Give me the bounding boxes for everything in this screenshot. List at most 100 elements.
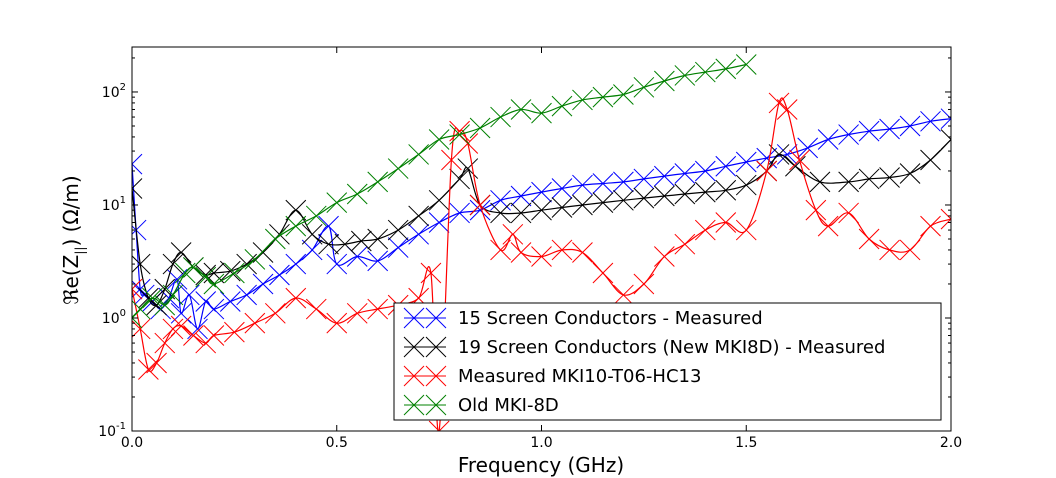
x-tick-label: 0.0: [121, 435, 143, 451]
data-point-marker: [674, 183, 696, 205]
data-point-marker: [531, 199, 552, 221]
data-point-marker: [132, 178, 143, 199]
data-point-marker: [133, 284, 155, 306]
data-point-marker: [531, 102, 552, 124]
data-point-marker: [510, 99, 532, 120]
data-point-marker: [428, 189, 450, 211]
legend-box: [393, 302, 942, 421]
data-point-marker: [219, 291, 241, 312]
data-point-marker: [613, 171, 634, 193]
data-point-marker: [305, 205, 327, 227]
data-point-marker: [428, 420, 450, 431]
data-point-marker: [162, 318, 184, 340]
data-point-marker: [858, 168, 880, 190]
data-point-marker: [694, 160, 716, 182]
legend-marker: [425, 307, 447, 329]
data-point-marker: [694, 219, 716, 241]
data-point-marker: [735, 54, 757, 75]
legend-marker: [403, 307, 425, 329]
data-point-marker: [776, 144, 798, 165]
data-point-marker: [694, 61, 716, 83]
data-point-marker: [809, 171, 831, 193]
data-point-marker: [674, 163, 696, 184]
data-point-marker: [920, 215, 941, 237]
legend-marker: [403, 336, 425, 358]
data-point-marker: [469, 199, 491, 221]
y-axis-label-main: ℜe(Z: [59, 255, 83, 305]
data-point-marker: [510, 242, 532, 263]
data-point-marker: [879, 167, 900, 188]
data-point-marker: [408, 223, 430, 245]
data-point-marker: [572, 174, 593, 196]
data-point-marker: [326, 253, 348, 275]
data-point-marker: [592, 173, 614, 194]
data-point-marker: [367, 250, 389, 272]
legend-marker: [403, 394, 425, 416]
data-point-marker: [551, 197, 573, 218]
data-point-marker: [531, 181, 552, 203]
data-point-marker: [387, 237, 409, 258]
data-point-marker: [633, 168, 655, 190]
data-point-marker: [490, 106, 511, 128]
y-tick-label: 10-1: [98, 421, 126, 440]
y-tick-label: 101: [102, 195, 126, 214]
data-point-marker: [879, 118, 900, 140]
data-point-marker: [367, 171, 389, 193]
data-point-marker: [236, 284, 258, 306]
legend-marker: [425, 365, 447, 387]
data-point-marker: [285, 253, 307, 275]
data-point-marker: [138, 359, 159, 380]
data-point-marker: [551, 178, 573, 199]
y-axis-label-sub: ||: [73, 247, 87, 255]
data-point-marker: [653, 165, 675, 187]
data-point-marker: [350, 230, 372, 252]
x-axis-label: Frequency (GHz): [458, 453, 624, 477]
data-point-marker: [633, 76, 655, 98]
data-point-marker: [510, 202, 532, 224]
data-point-marker: [531, 246, 552, 267]
data-point-marker: [490, 239, 511, 261]
data-point-marker: [592, 86, 614, 108]
data-point-marker: [572, 242, 593, 263]
x-tick-label: 1.5: [735, 435, 757, 451]
data-point-marker: [653, 70, 675, 92]
data-point-marker: [132, 278, 143, 300]
data-point-marker: [408, 205, 430, 227]
data-point-marker: [326, 312, 348, 334]
data-point-marker: [715, 155, 737, 177]
data-point-marker: [170, 315, 192, 337]
data-point-marker: [367, 228, 389, 250]
data-point-marker: [735, 174, 757, 196]
data-point-marker: [940, 208, 951, 230]
x-axis-ticks: 0.0 0.5 1.0 1.5 2.0: [121, 47, 962, 451]
data-point-marker: [162, 284, 184, 306]
data-point-marker: [490, 202, 511, 224]
data-point-marker: [457, 133, 479, 154]
y-axis-ticks: 10-1 100 101 102: [98, 57, 951, 440]
data-point-marker: [817, 129, 839, 150]
legend-item: 15 Screen Conductors - Measured: [403, 307, 763, 329]
data-point-marker: [776, 99, 798, 120]
data-point-marker: [805, 199, 827, 221]
data-point-marker: [132, 253, 151, 275]
data-point-marker: [387, 158, 409, 179]
data-point-marker: [146, 294, 167, 316]
data-point-marker: [162, 253, 184, 275]
data-point-marker: [203, 273, 225, 295]
data-point-marker: [305, 298, 327, 320]
data-point-marker: [318, 215, 339, 237]
data-point-marker: [592, 192, 614, 213]
legend-label: Measured MKI10-T06-HC13: [458, 366, 701, 387]
data-point-marker: [178, 284, 200, 306]
data-point-marker: [183, 325, 204, 346]
data-point-marker: [219, 260, 241, 282]
data-point-marker: [244, 312, 266, 334]
data-point-marker: [920, 110, 941, 132]
data-point-marker: [633, 273, 655, 295]
data-point-marker: [138, 287, 159, 309]
data-point-marker: [264, 228, 286, 250]
data-point-marker: [768, 92, 790, 114]
data-point-marker: [346, 302, 368, 324]
data-point-marker: [838, 124, 859, 145]
data-point-marker: [132, 153, 143, 175]
